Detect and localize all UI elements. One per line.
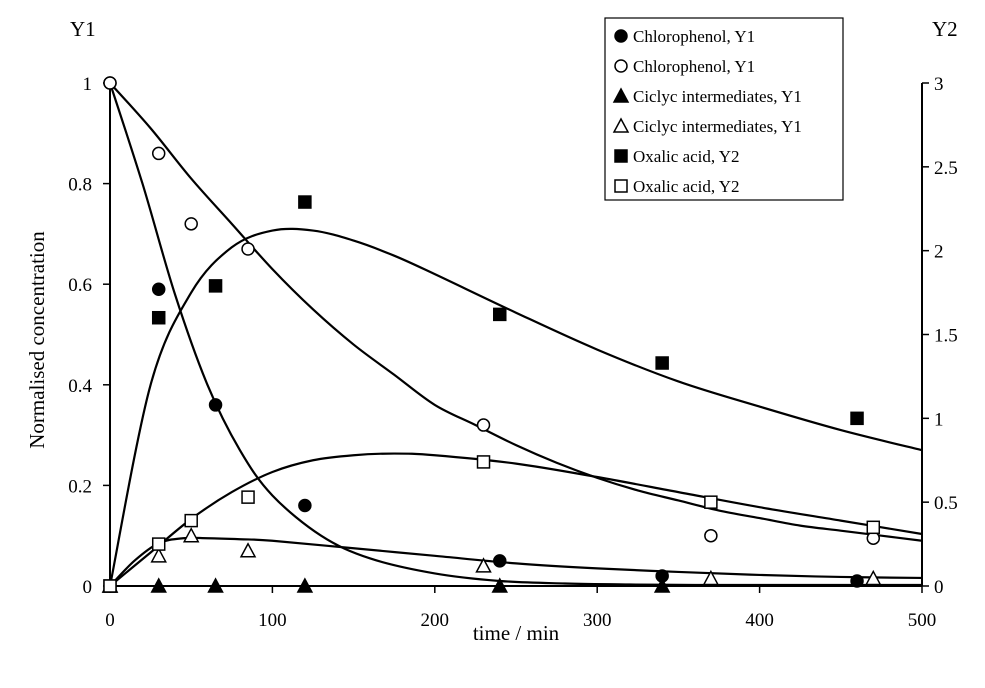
y2-tick-label: 1: [934, 409, 944, 430]
legend-marker-5: [614, 149, 628, 163]
series-1-point: [151, 282, 166, 296]
series-1-point: [208, 398, 223, 412]
series-6-point: [866, 520, 881, 535]
y2-tick-label: 0.5: [934, 493, 958, 514]
series-1-point: [850, 574, 864, 588]
data-markers: [101, 76, 882, 593]
legend-box: [604, 17, 844, 201]
x-tick-label: 100: [258, 610, 287, 631]
legend-marker-3: [612, 87, 630, 103]
series-3-point: [296, 577, 314, 593]
series-5-point: [850, 411, 864, 426]
fitted-curves: [108, 82, 923, 587]
x-axis-title: time / min: [473, 621, 560, 645]
series-2-point: [103, 76, 117, 90]
y2-tick-label: 1.5: [934, 326, 958, 347]
series-4-point: [182, 527, 200, 543]
series-4-point: [702, 569, 720, 586]
y1-tick-label: 0.4: [68, 376, 92, 397]
series-5-point: [655, 356, 669, 370]
legend-marker-1: [614, 29, 628, 43]
legend-label-3: Ciclyc intermediates, Y1: [633, 87, 802, 106]
legend-label-1: Chlorophenol, Y1: [633, 27, 755, 46]
y2-axis-label: Y2: [932, 17, 958, 41]
series-1-point: [493, 554, 507, 568]
series-3-point: [150, 577, 167, 593]
series-1-point: [298, 498, 312, 513]
series-6-point: [184, 513, 198, 528]
y2-tick-label: 2: [934, 242, 944, 263]
series-5-point: [298, 195, 312, 209]
series-6-point: [151, 537, 166, 551]
y1-tick-label: 1: [83, 74, 93, 95]
legend-label-2: Chlorophenol, Y1: [633, 57, 755, 76]
x-tick-label: 400: [745, 610, 774, 631]
series-2-point: [184, 217, 198, 231]
fit-curve-5: [109, 452, 923, 587]
y1-axis-label: Y1: [70, 17, 96, 41]
series-3-point: [491, 577, 509, 593]
series-2-point: [476, 418, 491, 432]
series-6-point: [704, 495, 718, 509]
series-5-point: [493, 307, 507, 322]
series-6-point: [241, 490, 255, 504]
y2-tick-label: 2.5: [934, 158, 958, 179]
x-tick-label: 0: [105, 610, 115, 631]
series-2-point: [151, 146, 166, 161]
series-5-point: [208, 279, 223, 293]
legend-marker-2: [614, 59, 628, 73]
ticks: 0 100 200 300 400 500 0 0.2 0.4 0.6 0.8 1 0 0.5 1 1.5 2 2…: [68, 74, 958, 631]
series-6-point: [103, 579, 117, 593]
y-axis-title: Normalised concentration: [25, 231, 49, 449]
y1-tick-label: 0.6: [68, 275, 92, 296]
series-2-point: [241, 242, 255, 256]
series-4-point: [150, 547, 167, 563]
fit-curve-1: [108, 82, 922, 587]
series-2-point: [704, 528, 718, 543]
legend-label-4: Ciclyc intermediates, Y1: [633, 117, 802, 136]
y1-tick-label: 0.2: [68, 476, 92, 497]
series-5-point: [151, 310, 166, 325]
x-tick-label: 200: [421, 610, 450, 631]
legend-marker-6: [614, 179, 628, 193]
y1-tick-label: 0: [83, 577, 93, 598]
series-3-point: [653, 577, 671, 593]
y2-tick-label: 0: [934, 577, 944, 598]
series-4-point: [475, 557, 492, 573]
series-3-point: [207, 577, 224, 593]
legend: Chlorophenol, Y1 Chlorophenol, Y1 Ciclyc i…: [604, 17, 844, 201]
x-tick-label: 300: [583, 610, 612, 631]
series-4-point: [865, 569, 882, 586]
legend-marker-4: [612, 117, 630, 133]
series-4-point: [239, 542, 257, 558]
fit-curve-2: [109, 82, 923, 542]
legend-label-5: Oxalic acid, Y2: [633, 147, 740, 166]
fit-curve-4: [108, 227, 923, 587]
series-6-point: [476, 455, 491, 469]
y2-tick-label: 3: [934, 74, 944, 95]
y1-tick-label: 0.8: [68, 175, 92, 196]
fit-curve-3: [109, 536, 923, 587]
legend-label-6: Oxalic acid, Y2: [633, 177, 740, 196]
x-tick-label: 500: [908, 610, 937, 631]
